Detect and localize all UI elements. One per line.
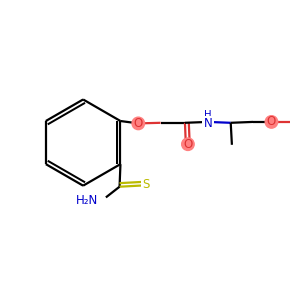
- Text: O: O: [134, 117, 143, 130]
- Text: H: H: [204, 110, 212, 120]
- Text: H₂N: H₂N: [76, 194, 98, 207]
- Text: S: S: [142, 178, 150, 191]
- Text: N: N: [204, 117, 212, 130]
- Text: O: O: [183, 138, 193, 151]
- Text: O: O: [267, 116, 276, 128]
- Circle shape: [182, 138, 194, 150]
- Circle shape: [265, 116, 278, 128]
- Circle shape: [132, 117, 145, 130]
